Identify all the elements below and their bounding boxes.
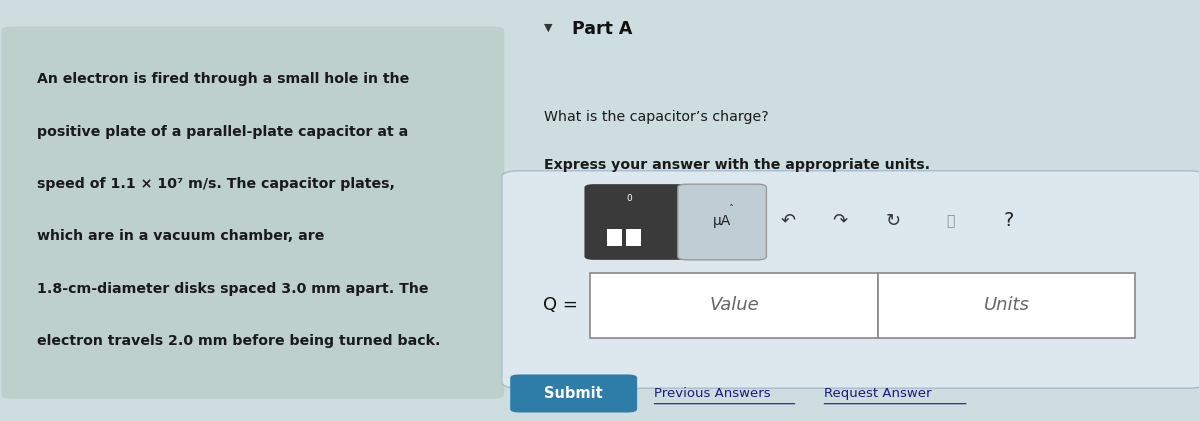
FancyBboxPatch shape [510,374,637,413]
Text: Part A: Part A [572,20,632,38]
Text: 1.8-cm-diameter disks spaced 3.0 mm apart. The: 1.8-cm-diameter disks spaced 3.0 mm apar… [37,282,428,296]
Text: Request Answer: Request Answer [824,387,931,400]
FancyBboxPatch shape [502,171,1200,388]
FancyBboxPatch shape [626,229,641,238]
Text: Q =: Q = [544,296,578,314]
Text: ˆ: ˆ [728,205,733,216]
Text: Units: Units [984,296,1030,314]
Text: Previous Answers: Previous Answers [654,387,770,400]
FancyBboxPatch shape [678,184,767,260]
Text: μA: μA [713,214,731,228]
Text: which are in a vacuum chamber, are: which are in a vacuum chamber, are [37,229,325,243]
Text: electron travels 2.0 mm before being turned back.: electron travels 2.0 mm before being tur… [37,334,440,348]
FancyBboxPatch shape [626,238,641,246]
Text: ↶: ↶ [780,212,796,230]
Text: 0: 0 [626,194,632,203]
FancyBboxPatch shape [584,184,690,260]
Text: Express your answer with the appropriate units.: Express your answer with the appropriate… [544,158,930,172]
Text: speed of 1.1 × 10⁷ m/s. The capacitor plates,: speed of 1.1 × 10⁷ m/s. The capacitor pl… [37,177,395,191]
Text: ▼: ▼ [544,22,552,32]
Text: ?: ? [1003,211,1014,230]
Text: ↷: ↷ [832,212,847,230]
FancyBboxPatch shape [607,229,622,238]
Text: An electron is fired through a small hole in the: An electron is fired through a small hol… [37,72,409,86]
FancyBboxPatch shape [607,238,622,246]
Text: Submit: Submit [545,386,604,401]
Text: What is the capacitor’s charge?: What is the capacitor’s charge? [544,110,768,124]
FancyBboxPatch shape [1,27,504,399]
FancyBboxPatch shape [590,273,877,338]
Text: ⬛: ⬛ [947,214,955,228]
Text: Value: Value [709,296,758,314]
Text: positive plate of a parallel-plate capacitor at a: positive plate of a parallel-plate capac… [37,125,408,139]
Text: ↻: ↻ [886,212,901,230]
FancyBboxPatch shape [877,273,1135,338]
